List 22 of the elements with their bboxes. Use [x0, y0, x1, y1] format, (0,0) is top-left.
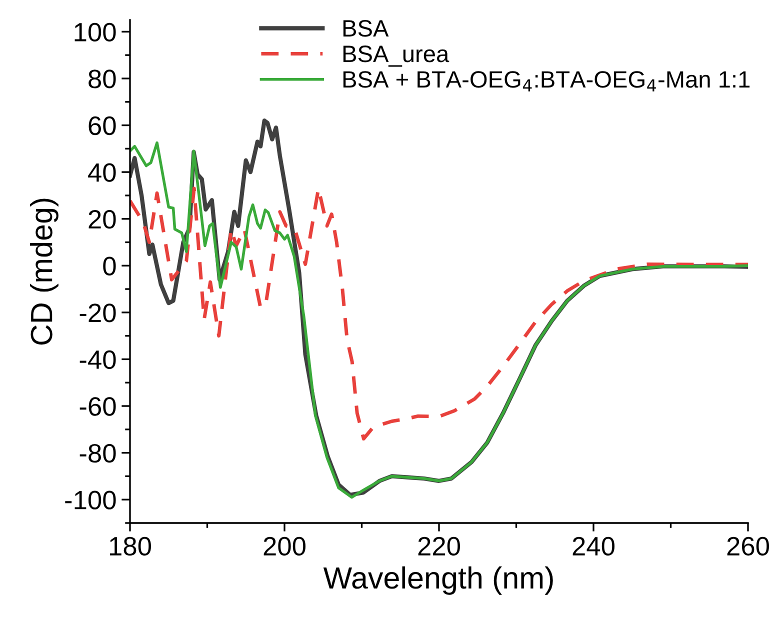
y-tick-label: -100 [65, 490, 116, 510]
legend-label: BSA + BTA-OEG$_{4}$:BTA-OEG$_{4}$-Man 1:1 [343, 71, 750, 92]
x-tick-label: 200 [264, 536, 306, 556]
x-tick-label: 180 [110, 536, 151, 556]
legend-label: BSA [343, 20, 389, 37]
x-tick-label: 260 [727, 536, 769, 556]
y-tick-label: -60 [80, 397, 116, 416]
x-tick-label: 220 [418, 536, 460, 556]
y-tick-label: 60 [88, 116, 116, 136]
legend-label: BSA_urea [343, 46, 450, 67]
y-tick-label: -80 [80, 444, 116, 463]
y-tick-label: 80 [88, 70, 116, 88]
x-tick-label: 240 [572, 536, 614, 556]
x-axis-title: Wavelength (nm) [323, 566, 553, 595]
y-tick-label: 20 [88, 210, 116, 229]
line-series [130, 186, 748, 441]
y-axis-title: CD (mdeg) [30, 198, 58, 345]
y-tick-label: -20 [80, 304, 116, 322]
y-tick-label: 100 [74, 22, 116, 42]
y-tick-label: -40 [80, 350, 116, 370]
y-tick-label: 0 [103, 256, 116, 276]
y-tick-label: 40 [88, 163, 116, 182]
